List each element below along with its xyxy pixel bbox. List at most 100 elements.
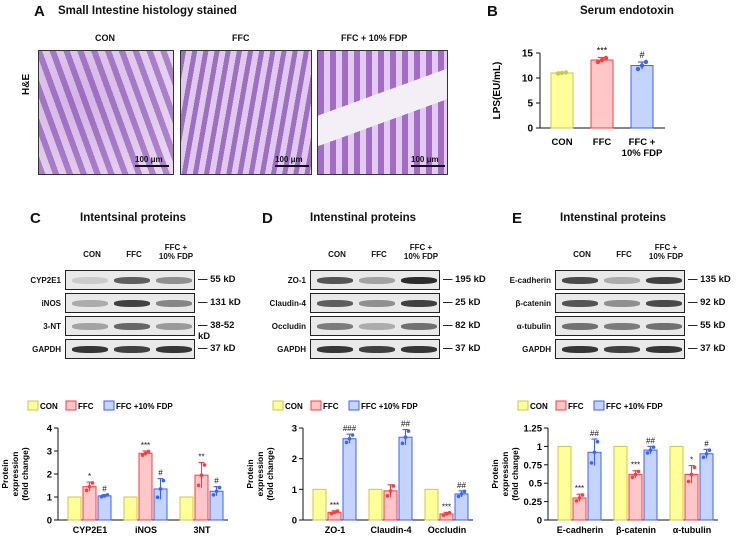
legend-swatch	[272, 400, 284, 411]
bar-0	[424, 488, 439, 521]
blot-band	[156, 277, 192, 284]
bar-2	[97, 495, 112, 521]
blot-strip	[65, 339, 195, 359]
legend-label: FFC +10% FDP	[361, 402, 418, 411]
blot-row-label: GAPDH	[522, 345, 551, 354]
bar-0	[123, 496, 138, 521]
lane-label: FFC	[371, 250, 387, 259]
blot-row-label: GAPDH	[32, 345, 61, 354]
molecular-weight-label: — 37 kD	[443, 343, 481, 354]
legend-label: CON	[530, 402, 548, 411]
bar-2	[398, 436, 413, 521]
significance-label: #	[102, 485, 107, 494]
blot-band	[646, 300, 682, 307]
x-tick-label: α-tubulin	[673, 525, 712, 535]
blot-band	[114, 323, 150, 330]
blot-row-label: GAPDH	[277, 345, 306, 354]
blot-row-label: 3-NT	[43, 322, 61, 331]
data-point	[648, 448, 653, 452]
data-point	[595, 439, 600, 444]
x-tick-label: β-catenin	[616, 525, 656, 535]
histo-label-con: CON	[95, 33, 115, 43]
data-point	[391, 484, 396, 488]
molecular-weight-label: — 37 kD	[688, 343, 726, 354]
x-tick-label: FFC +10% FDP	[622, 137, 663, 159]
bar-2	[643, 449, 658, 521]
blot-band	[604, 277, 640, 284]
data-point	[577, 496, 582, 500]
y-tick-label: 2	[292, 454, 297, 465]
histo-label-ffc-fdp: FFC + 10% FDP	[341, 33, 408, 43]
blot-strip	[310, 293, 440, 313]
data-point	[555, 71, 561, 76]
y-axis-label: Proteinexpression(fold change)	[245, 447, 275, 501]
data-point	[350, 433, 355, 437]
blot-band	[401, 300, 437, 307]
data-point	[595, 59, 601, 65]
legend-label: FFC	[78, 402, 94, 411]
data-point	[707, 448, 712, 453]
blot-strip	[65, 316, 195, 336]
data-point	[406, 429, 411, 433]
data-point	[603, 55, 609, 61]
blot-band	[604, 300, 640, 307]
bar-0	[179, 496, 194, 521]
bar-0	[368, 488, 383, 521]
blot-band	[401, 277, 437, 284]
blot-band	[646, 323, 682, 330]
significance-label: *	[88, 472, 91, 481]
blot-band	[156, 300, 192, 307]
legend-label: CON	[285, 402, 303, 411]
molecular-weight-label: — 37 kD	[198, 343, 236, 354]
blot-band	[562, 323, 598, 330]
blot-band	[359, 277, 395, 284]
chart-c: CON FFC FFC +10% FDP 0 1 2 3 4 Proteinexpression…	[0, 400, 228, 535]
legend-swatch	[27, 400, 39, 411]
histology-image-ffc: 100 μm	[180, 50, 312, 175]
data-point	[400, 441, 405, 446]
data-point	[332, 510, 337, 515]
y-tick-label: 1	[47, 493, 53, 504]
lane-label: FFC + 10% FDP	[648, 243, 684, 261]
significance-label: ***	[575, 484, 584, 493]
blot-band	[359, 300, 395, 307]
data-point	[643, 59, 649, 65]
bar-0	[550, 72, 574, 129]
legend-swatch	[593, 400, 605, 411]
x-tick-label: FFC	[593, 137, 612, 148]
data-point	[84, 488, 89, 493]
blot-strip	[555, 270, 685, 290]
lane-label: CON	[83, 250, 101, 259]
blot-band	[604, 346, 640, 353]
data-point	[388, 489, 393, 493]
blot-band	[359, 323, 395, 330]
blot-band	[114, 277, 150, 284]
blot-band	[156, 323, 192, 330]
histology-image-con: 100 μm	[38, 50, 174, 175]
data-point	[196, 483, 201, 488]
blot-strip	[310, 339, 440, 359]
legend-swatch	[517, 400, 529, 411]
y-tick-label: 1.25	[524, 424, 543, 435]
histo-label-ffc: FFC	[232, 33, 250, 43]
data-point	[146, 449, 151, 454]
blot-band	[359, 346, 395, 353]
blot-strip	[65, 270, 195, 290]
blot-strip	[555, 293, 685, 313]
data-point	[459, 492, 464, 496]
molecular-weight-label: — 131 kD	[198, 297, 241, 308]
blot-e: CON FFC FFC + 10% FDP E-cadherin — 135 kD β-c…	[490, 240, 736, 380]
y-tick-label: 0.75	[524, 460, 543, 471]
y-tick-label: 0	[527, 124, 533, 135]
blot-band	[156, 346, 192, 353]
y-axis-label: Proteinexpression(fold change)	[490, 447, 520, 501]
chart-d: CON FFC FFC +10% FDP 0 1 2 3 Proteinexpression(…	[245, 400, 473, 535]
significance-label: #	[704, 439, 709, 448]
data-point	[639, 63, 645, 68]
bar-0	[613, 445, 628, 521]
molecular-weight-label: — 25 kD	[443, 297, 481, 308]
data-point	[441, 513, 446, 517]
lane-label: FFC + 10% FDP	[158, 243, 194, 261]
blot-row-label: α-tubulin	[516, 322, 551, 331]
bar-2	[342, 438, 357, 521]
